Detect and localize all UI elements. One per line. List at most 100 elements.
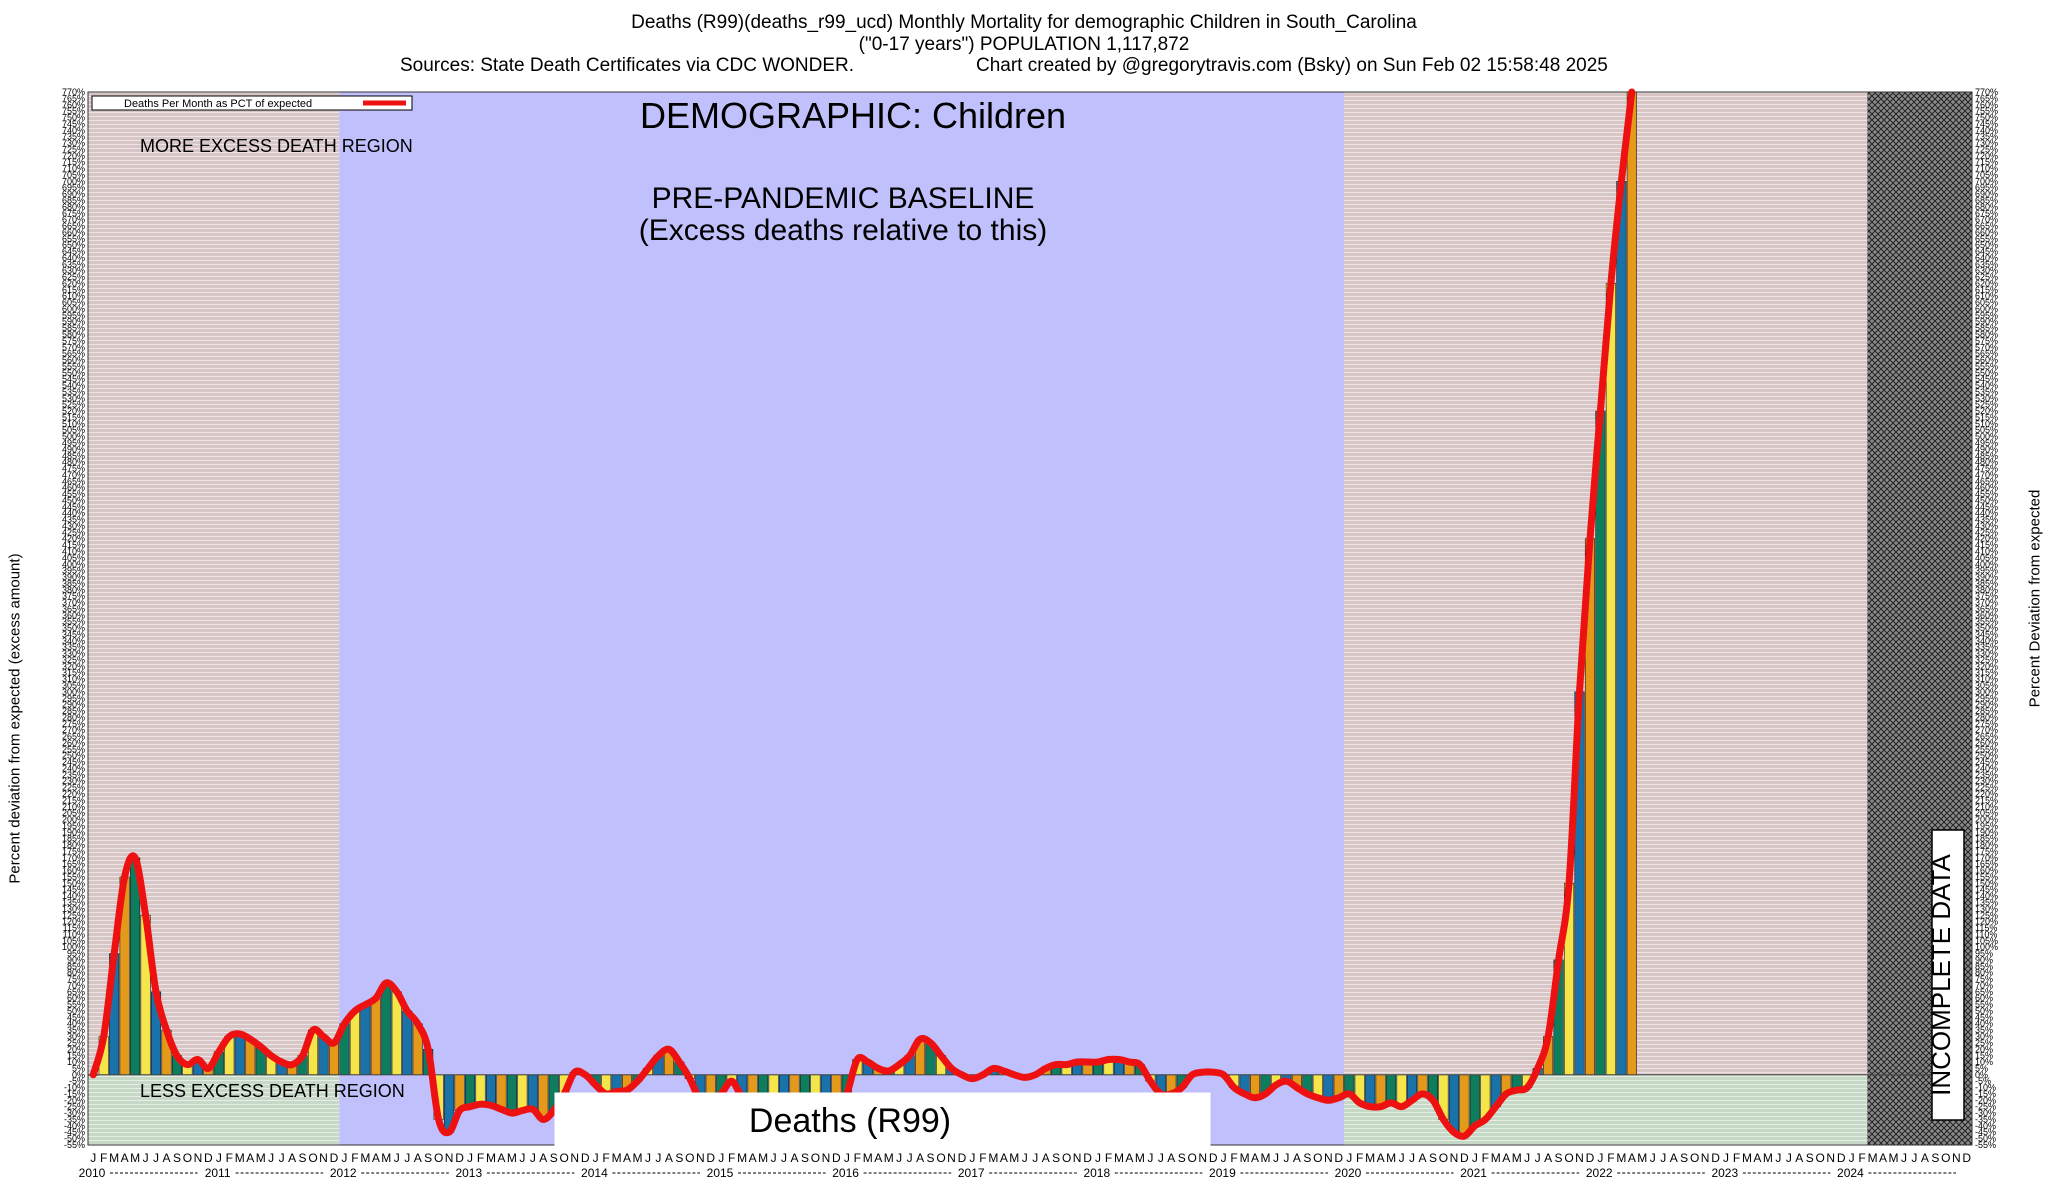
y-tick-label: 560% <box>62 355 85 365</box>
y-tick-label: 250% <box>62 751 85 761</box>
y-tick-label: 30% <box>67 1032 85 1042</box>
y-tick-label: 590% <box>62 317 85 327</box>
y-tick-label: 205% <box>62 808 85 818</box>
bar <box>1626 91 1637 1076</box>
y-tick-label: 440% <box>62 508 85 518</box>
y-tick-label: 345% <box>62 629 85 639</box>
y-tick-label: 5% <box>1975 1063 1988 1073</box>
bar <box>506 1074 517 1114</box>
y-tick-label: 555% <box>1975 361 1998 371</box>
y-tick-label: 665% <box>62 221 85 231</box>
y-tick-label: 635% <box>62 259 85 269</box>
y-tick-label: 190% <box>1975 827 1998 837</box>
y-tick-label: 0% <box>1975 1070 1988 1080</box>
x-tick-label: F <box>854 1151 861 1165</box>
y-tick-label: 545% <box>1975 374 1998 384</box>
y-tick-label: 265% <box>1975 732 1998 742</box>
y-tick-label: 570% <box>1975 342 1998 352</box>
x-tick-label: A <box>1544 1151 1552 1165</box>
x-tick-label: F <box>1356 1151 1363 1165</box>
y-tick-label: 670% <box>1975 215 1998 225</box>
y-tick-label: 50% <box>1975 1006 1993 1016</box>
x-tick-label: J <box>1472 1151 1478 1165</box>
y-tick-label: 135% <box>62 897 85 907</box>
y-tick-label: 25% <box>1975 1038 1993 1048</box>
y-tick-label: 60% <box>67 993 85 1003</box>
x-tick-label: O <box>1941 1151 1950 1165</box>
y-tick-label: 305% <box>62 681 85 691</box>
y-tick-label: 470% <box>62 470 85 480</box>
x-tick-label: A <box>665 1151 673 1165</box>
x-tick-label: A <box>288 1151 296 1165</box>
x-tick-label: N <box>445 1151 454 1165</box>
y-tick-label: 650% <box>62 240 85 250</box>
y-tick-label: 630% <box>62 266 85 276</box>
y-tick-label: 295% <box>1975 693 1998 703</box>
x-tick-label: A <box>1125 1151 1133 1165</box>
y-tick-label: -30% <box>1975 1108 1996 1118</box>
y-tick-label: 605% <box>62 298 85 308</box>
bar <box>1616 181 1627 1076</box>
y-tick-label: 65% <box>1975 987 1993 997</box>
y-tick-label: 385% <box>1975 578 1998 588</box>
y-tick-label: 130% <box>1975 904 1998 914</box>
y-tick-label: 660% <box>1975 227 1998 237</box>
y-tick-label: 55% <box>1975 1000 1993 1010</box>
x-tick-label: D <box>1962 1151 1971 1165</box>
y-tick-label: 515% <box>62 412 85 422</box>
y-tick-label: 180% <box>62 840 85 850</box>
x-tick-label: M <box>1491 1151 1501 1165</box>
x-tick-label: M <box>612 1151 622 1165</box>
x-tick-label: S <box>1178 1151 1186 1165</box>
y-tick-label: 365% <box>62 604 85 614</box>
y-tick-label: 760% <box>62 100 85 110</box>
x-tick-label: M <box>109 1151 119 1165</box>
x-tick-label: N <box>1575 1151 1584 1165</box>
x-tick-label: S <box>1429 1151 1437 1165</box>
chart-subtitle: ("0-17 years") POPULATION 1,117,872 <box>858 34 1190 55</box>
x-tick-label: J <box>1775 1151 1781 1165</box>
y-tick-label: 120% <box>1975 917 1998 927</box>
y-tick-label: 140% <box>1975 891 1998 901</box>
y-tick-label: 185% <box>1975 834 1998 844</box>
y-tick-label: 455% <box>1975 489 1998 499</box>
y-tick-label: 300% <box>62 687 85 697</box>
bar <box>527 1074 538 1110</box>
y-tick-label: 560% <box>1975 355 1998 365</box>
bar <box>1365 1074 1376 1108</box>
y-tick-label: 745% <box>1975 119 1998 129</box>
y-tick-label: 705% <box>62 170 85 180</box>
y-tick-label: 445% <box>1975 502 1998 512</box>
y-tick-label: 610% <box>62 291 85 301</box>
y-tick-label: 415% <box>62 540 85 550</box>
x-tick-label: J <box>1535 1151 1541 1165</box>
y-tick-label: 325% <box>1975 655 1998 665</box>
y-tick-label: 515% <box>1975 412 1998 422</box>
y-tick-label: 685% <box>1975 195 1998 205</box>
baseline-label: PRE-PANDEMIC BASELINE <box>652 182 1035 215</box>
x-tick-label: J <box>394 1151 400 1165</box>
y-tick-label: 325% <box>62 655 85 665</box>
y-tick-label: 445% <box>62 502 85 512</box>
x-tick-label: J <box>1158 1151 1164 1165</box>
x-tick-label: D <box>1209 1151 1218 1165</box>
y-tick-label: 180% <box>1975 840 1998 850</box>
y-tick-label: 525% <box>1975 400 1998 410</box>
y-tick-label: -15% <box>64 1089 85 1099</box>
y-tick-label: 370% <box>1975 598 1998 608</box>
x-tick-label: M <box>507 1151 517 1165</box>
y-tick-label: 80% <box>67 968 85 978</box>
x-tick-label: J <box>896 1151 902 1165</box>
x-tick-label: J <box>1911 1151 1917 1165</box>
x-tick-label: F <box>351 1151 358 1165</box>
y-tick-label: 310% <box>1975 674 1998 684</box>
y-tick-label: 425% <box>62 527 85 537</box>
x-tick-label: J <box>1095 1151 1101 1165</box>
bar <box>1605 283 1616 1076</box>
y-tick-label: 460% <box>1975 483 1998 493</box>
y-tick-label: -35% <box>64 1114 85 1124</box>
x-tick-label: J <box>907 1151 913 1165</box>
y-tick-label: 5% <box>72 1063 85 1073</box>
y-tick-label: 675% <box>62 208 85 218</box>
